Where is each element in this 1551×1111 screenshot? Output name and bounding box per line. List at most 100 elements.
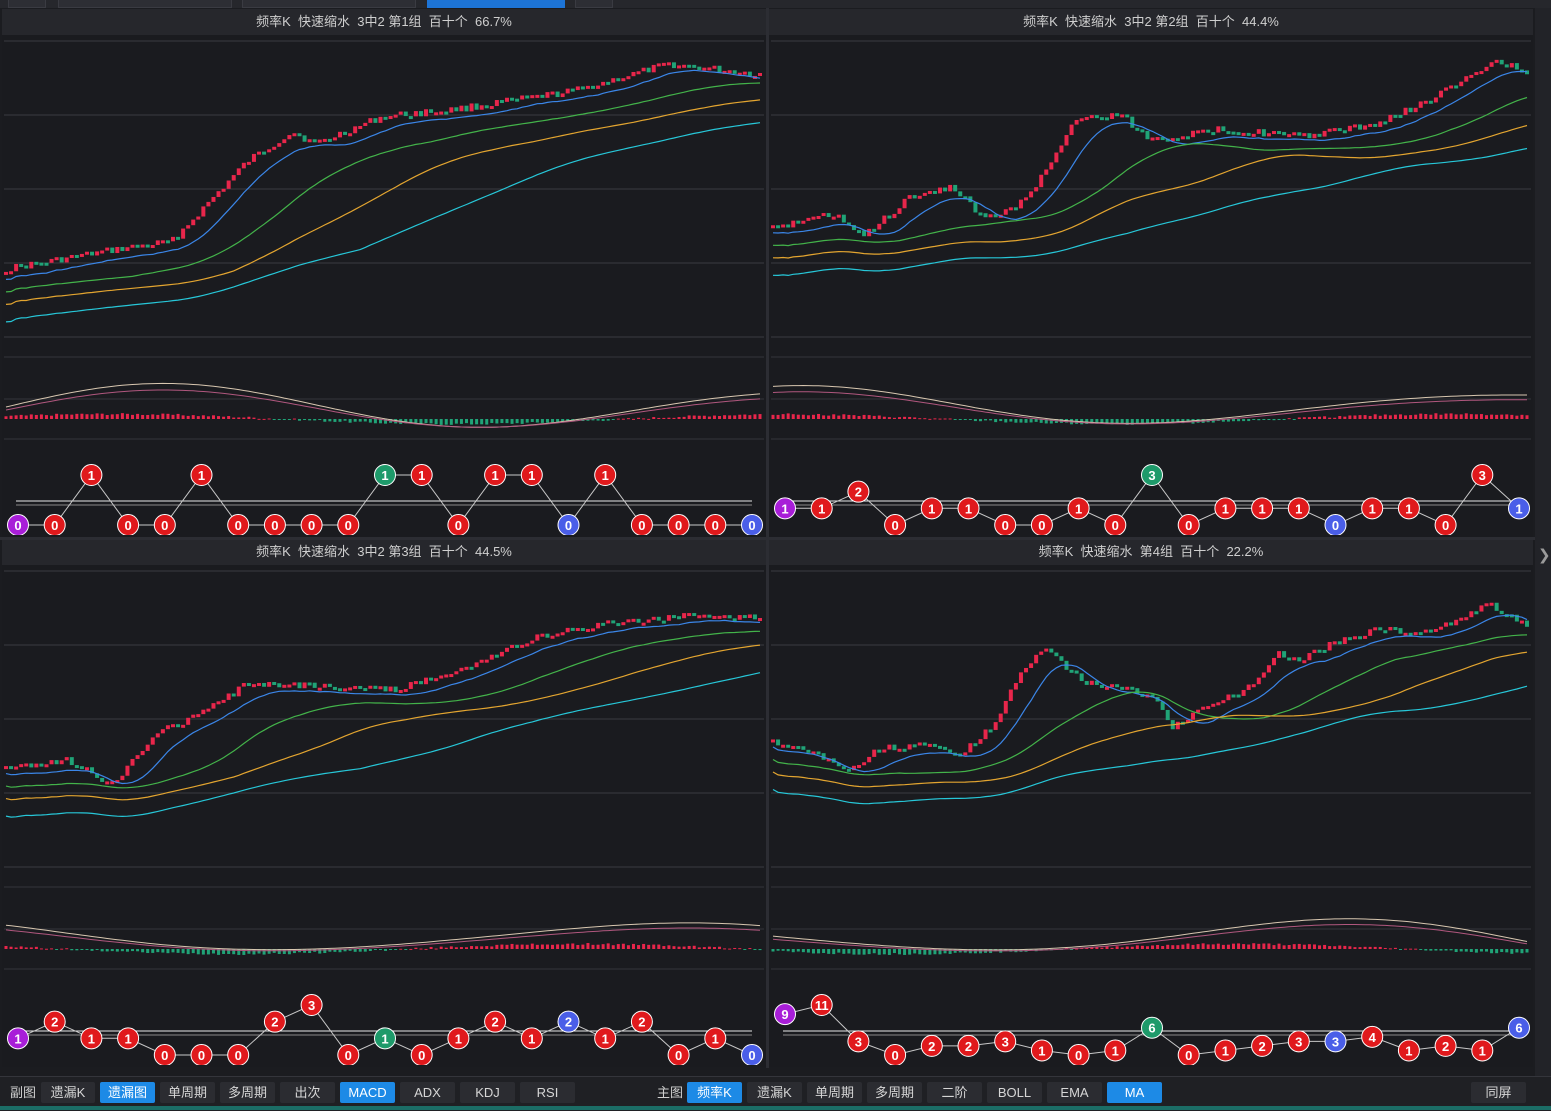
omission-node[interactable]: 0 (1067, 1044, 1090, 1066)
omission-node[interactable]: 0 (227, 1044, 250, 1066)
omission-node[interactable]: 0 (704, 514, 727, 536)
main-btn-yilou-k[interactable]: 遗漏K (747, 1082, 802, 1103)
omission-node[interactable]: 3 (1471, 464, 1494, 486)
sub-btn-yilou-k[interactable]: 遗漏K (41, 1082, 95, 1103)
omission-node[interactable]: 3 (1324, 1030, 1347, 1053)
omission-node[interactable]: 1 (810, 497, 833, 520)
omission-node[interactable]: 2 (847, 480, 870, 503)
omission-node[interactable]: 1 (520, 1027, 543, 1050)
omission-node[interactable]: 1 (374, 1027, 396, 1050)
omission-node[interactable]: 0 (741, 1044, 763, 1066)
omission-node[interactable]: 1 (704, 1027, 727, 1050)
omission-node[interactable]: 2 (557, 1010, 580, 1033)
omission-node[interactable]: 2 (1251, 1034, 1274, 1057)
sub-btn-multi-period[interactable]: 多周期 (220, 1082, 275, 1103)
omission-node[interactable]: 2 (957, 1034, 980, 1057)
main-btn-boll[interactable]: BOLL (987, 1082, 1042, 1103)
omission-node[interactable]: 3 (847, 1030, 870, 1053)
top-tab[interactable] (242, 0, 416, 8)
omission-node[interactable]: 6 (1508, 1016, 1530, 1039)
omission-node[interactable]: 0 (337, 1044, 360, 1066)
panel-chart[interactable]: 1 1 2 0 1 1 0 0 1 0 3 0 1 1 1 0 1 1 0 3 1 (769, 35, 1531, 535)
omission-node[interactable]: 0 (1104, 514, 1127, 536)
main-btn-ema[interactable]: EMA (1047, 1082, 1102, 1103)
omission-node[interactable]: 1 (1397, 1039, 1420, 1062)
omission-node[interactable]: 1 (410, 464, 433, 486)
omission-node[interactable]: 0 (117, 514, 140, 536)
omission-node[interactable]: 1 (484, 464, 507, 486)
omission-node[interactable]: 0 (630, 514, 653, 536)
sub-btn-rsi[interactable]: RSI (520, 1082, 575, 1103)
omission-node[interactable]: 0 (667, 514, 690, 536)
omission-node[interactable]: 9 (774, 1003, 796, 1026)
omission-node[interactable]: 1 (1104, 1039, 1127, 1062)
omission-node[interactable]: 1 (374, 464, 396, 486)
omission-node[interactable]: 1 (1030, 1039, 1053, 1062)
omission-node[interactable]: 1 (1067, 497, 1090, 520)
sub-btn-chuci[interactable]: 出次 (280, 1082, 335, 1103)
omission-node[interactable]: 0 (263, 514, 286, 536)
omission-node[interactable]: 1 (190, 464, 213, 486)
horizontal-splitter[interactable] (0, 537, 1535, 540)
omission-node[interactable]: 0 (741, 514, 763, 536)
panel-chart[interactable]: 0 0 1 0 0 1 0 0 0 0 1 1 0 1 1 0 1 0 0 0 0 (2, 35, 764, 535)
omission-node[interactable]: 3 (1141, 464, 1163, 486)
omission-node[interactable]: 0 (1324, 514, 1347, 536)
main-btn-freq-k[interactable]: 频率K (687, 1082, 742, 1103)
omission-node[interactable]: 0 (1177, 514, 1200, 536)
omission-node[interactable]: 0 (7, 514, 29, 536)
omission-node[interactable]: 0 (410, 1044, 433, 1066)
omission-node[interactable]: 2 (920, 1034, 943, 1057)
omission-node[interactable]: 1 (80, 464, 103, 486)
omission-node[interactable]: 6 (1141, 1016, 1163, 1039)
omission-node[interactable]: 1 (520, 464, 543, 486)
sub-btn-yilou-chart[interactable]: 遗漏图 (100, 1082, 155, 1103)
sub-btn-kdj[interactable]: KDJ (460, 1082, 515, 1103)
omission-node[interactable]: 0 (1030, 514, 1053, 536)
top-tab[interactable] (8, 0, 46, 8)
omission-node[interactable]: 0 (667, 1044, 690, 1066)
omission-node[interactable]: 11 (810, 994, 833, 1016)
panel-chart[interactable]: 9 11 3 0 2 2 3 1 0 1 6 0 1 2 3 3 4 1 2 1 6 (769, 565, 1531, 1065)
main-btn-multi-period[interactable]: 多周期 (867, 1082, 922, 1103)
top-tab-active[interactable] (427, 0, 565, 8)
omission-node[interactable]: 2 (43, 1010, 66, 1033)
omission-node[interactable]: 1 (957, 497, 980, 520)
omission-node[interactable]: 0 (884, 1044, 907, 1066)
omission-node[interactable]: 2 (630, 1010, 653, 1033)
omission-node[interactable]: 1 (594, 1027, 617, 1050)
omission-node[interactable]: 1 (1397, 497, 1420, 520)
omission-node[interactable]: 0 (447, 514, 470, 536)
chevron-right-icon[interactable]: ❯ (1538, 547, 1551, 564)
main-btn-single-period[interactable]: 单周期 (807, 1082, 862, 1103)
omission-node[interactable]: 1 (1214, 497, 1237, 520)
omission-node[interactable]: 1 (774, 497, 796, 520)
omission-node[interactable]: 1 (1251, 497, 1274, 520)
omission-node[interactable]: 0 (300, 514, 323, 536)
omission-node[interactable]: 1 (1214, 1039, 1237, 1062)
omission-node[interactable]: 1 (117, 1027, 140, 1050)
omission-node[interactable]: 3 (994, 1030, 1017, 1053)
omission-node[interactable]: 4 (1361, 1025, 1384, 1048)
omission-node[interactable]: 0 (190, 1044, 213, 1066)
same-screen-button[interactable]: 同屏 (1471, 1082, 1526, 1103)
omission-node[interactable]: 1 (80, 1027, 103, 1050)
omission-node[interactable]: 1 (447, 1027, 470, 1050)
omission-node[interactable]: 0 (1434, 514, 1457, 536)
omission-node[interactable]: 2 (1434, 1034, 1457, 1057)
omission-node[interactable]: 0 (557, 514, 580, 536)
omission-node[interactable]: 1 (594, 464, 617, 486)
omission-node[interactable]: 0 (153, 1044, 176, 1066)
omission-node[interactable]: 0 (43, 514, 66, 536)
sub-btn-single-period[interactable]: 单周期 (160, 1082, 215, 1103)
main-btn-ma[interactable]: MA (1107, 1082, 1162, 1103)
omission-node[interactable]: 1 (1471, 1039, 1494, 1062)
omission-node[interactable]: 3 (1287, 1030, 1310, 1053)
main-btn-second-order[interactable]: 二阶 (927, 1082, 982, 1103)
omission-node[interactable]: 0 (994, 514, 1017, 536)
omission-node[interactable]: 2 (484, 1010, 507, 1033)
omission-node[interactable]: 1 (1361, 497, 1384, 520)
omission-node[interactable]: 1 (1287, 497, 1310, 520)
omission-node[interactable]: 0 (227, 514, 250, 536)
top-tab[interactable] (58, 0, 232, 8)
